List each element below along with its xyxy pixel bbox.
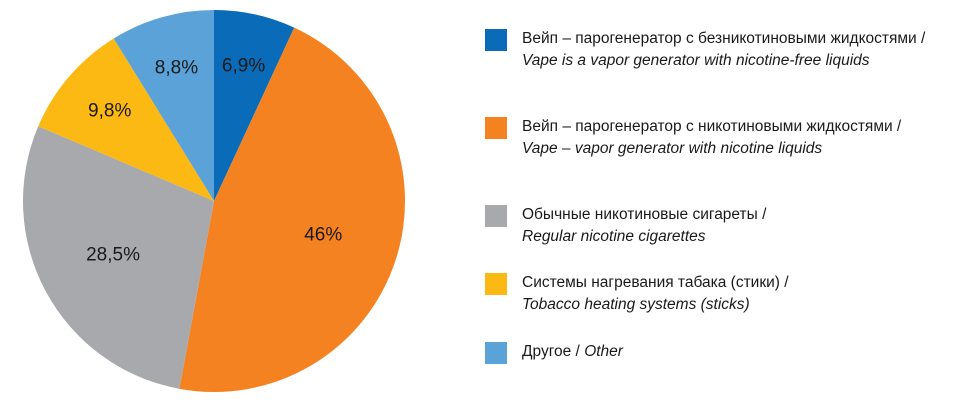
legend-swatch <box>485 29 507 51</box>
legend-label: Обычные никотиновые сигареты / <box>522 206 767 223</box>
pie-slice <box>214 10 295 201</box>
slice-label: 9,8% <box>88 100 131 121</box>
legend-item: Вейп – парогенератор с никотиновыми жидк… <box>485 116 955 160</box>
slice-label: 46% <box>304 225 342 246</box>
legend-item: Системы нагревания табака (стики) / Tobac… <box>485 272 955 316</box>
slice-label: 6,9% <box>222 56 265 77</box>
legend-item: Другое / Other <box>485 341 955 364</box>
pie-slice <box>179 27 406 393</box>
legend-item: Обычные никотиновые сигареты / Regular ni… <box>485 204 955 248</box>
legend-swatch <box>485 205 507 227</box>
legend-text: Системы нагревания табака (стики) / Tobac… <box>522 272 952 316</box>
legend-swatch <box>485 342 507 364</box>
legend-label: Вейп – парогенератор с безникотиновыми ж… <box>522 30 926 47</box>
slice-label: 8,8% <box>155 58 198 79</box>
legend-text: Обычные никотиновые сигареты / Regular ni… <box>522 204 952 248</box>
slice-label: 28,5% <box>86 244 140 265</box>
legend-label-en: Regular nicotine cigarettes <box>522 228 706 245</box>
legend-text: Вейп – парогенератор с никотиновыми жидк… <box>522 116 952 160</box>
pie-slice <box>38 38 214 201</box>
legend-label-en: Other <box>584 343 623 360</box>
legend-swatch <box>485 273 507 295</box>
legend-label-en: Vape – vapor generator with nicotine liq… <box>522 140 823 157</box>
legend-item: Вейп – парогенератор с безникотиновыми ж… <box>485 28 955 72</box>
legend-swatch <box>485 117 507 139</box>
legend-text: Другое / Other <box>522 341 952 364</box>
legend-label: Системы нагревания табака (стики) / <box>522 274 789 291</box>
legend-text: Вейп – парогенератор с безникотиновыми ж… <box>522 28 952 72</box>
legend-label-en: Vape is a vapor generator with nicotine-… <box>522 52 870 69</box>
pie-slice <box>113 10 214 201</box>
pie-slice <box>22 126 214 389</box>
legend-label-en: Tobacco heating systems (sticks) <box>522 296 750 313</box>
legend-label: Другое / <box>522 343 580 360</box>
legend-label: Вейп – парогенератор с никотиновыми жидк… <box>522 118 902 135</box>
